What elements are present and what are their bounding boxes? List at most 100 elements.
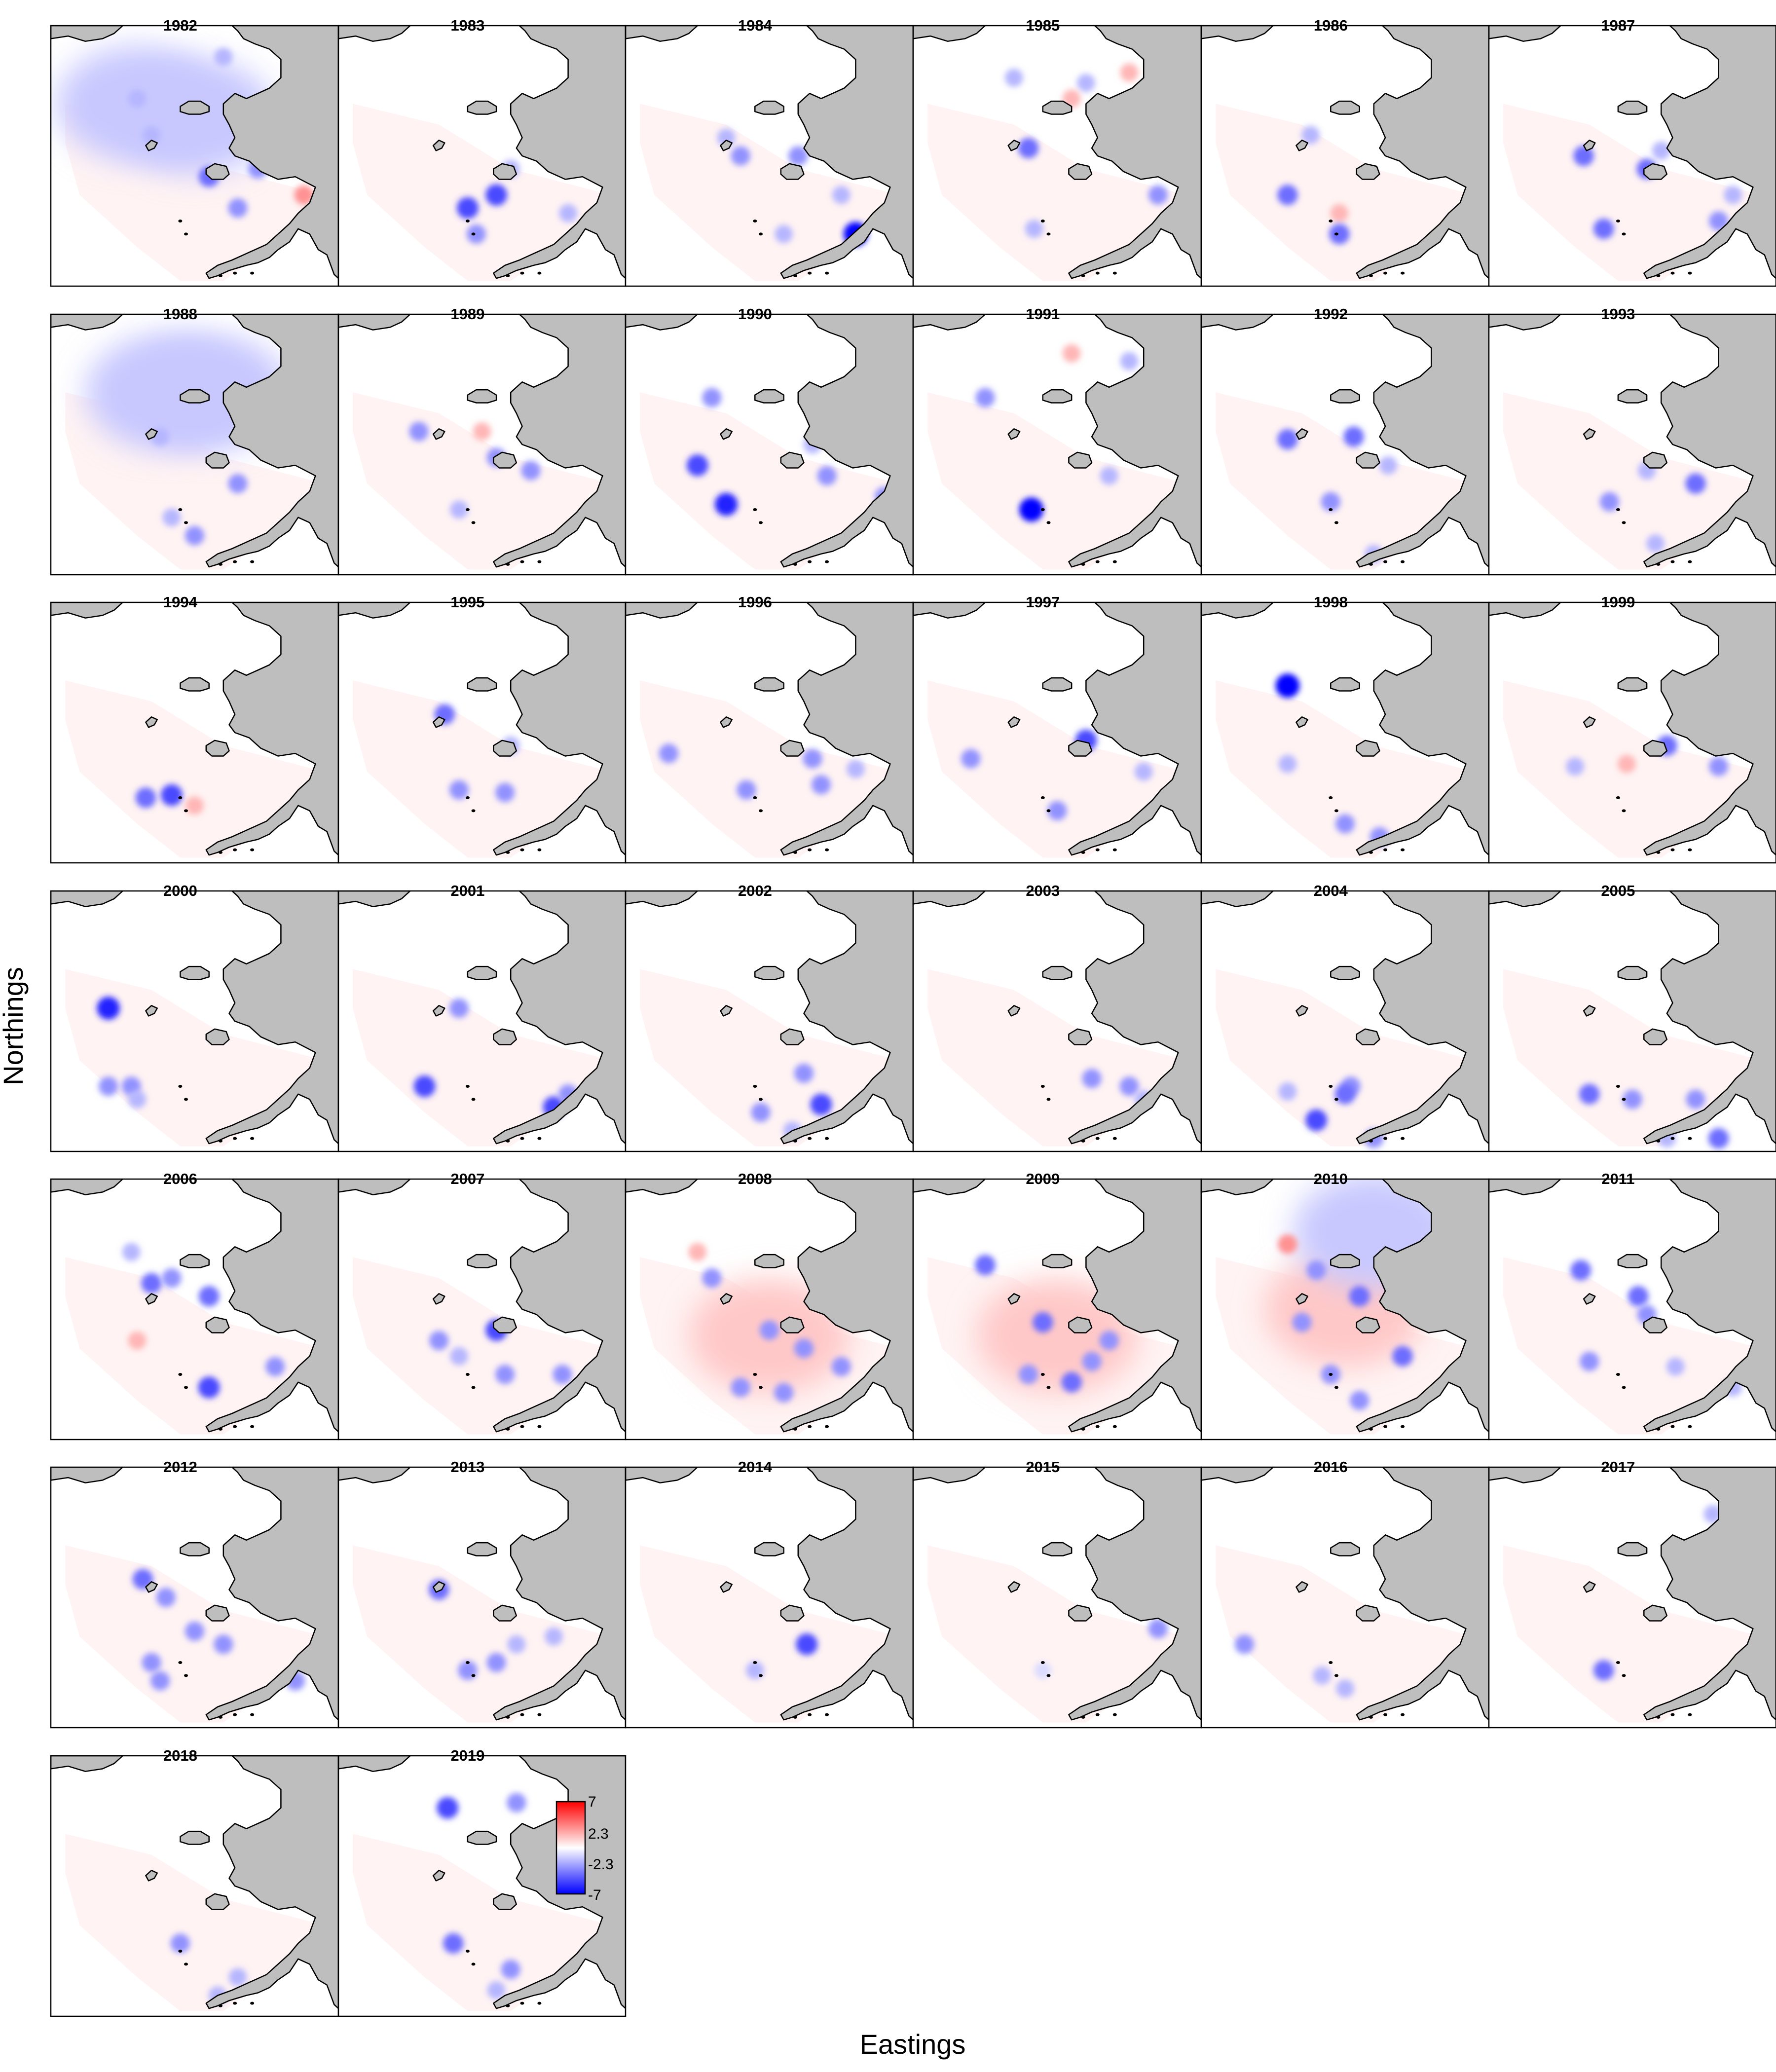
panel-map <box>51 1179 338 1435</box>
shelf-field <box>1503 1545 1762 1723</box>
small-island <box>1670 1137 1675 1140</box>
anomaly-spot <box>473 422 491 441</box>
st-lawrence-island <box>1330 677 1360 692</box>
small-island <box>1046 1386 1051 1389</box>
st-lawrence-island <box>754 677 784 692</box>
panel-frame <box>1488 1178 1776 1441</box>
alaska-landmass <box>1068 314 1201 568</box>
small-island <box>465 220 470 222</box>
anomaly-spot <box>1100 466 1118 485</box>
anomaly-spot <box>185 526 205 546</box>
panel-year-label: 1986 <box>1314 17 1348 34</box>
st-lawrence-island <box>1617 100 1648 115</box>
anomaly-spot <box>97 997 120 1020</box>
anomaly-spot <box>545 1627 563 1646</box>
small-island <box>1616 220 1620 222</box>
nunivak-island <box>205 1028 230 1045</box>
small-island <box>793 1715 797 1719</box>
siberia-landmass <box>338 314 411 331</box>
nunivak-island <box>205 740 230 757</box>
nunivak-island <box>493 451 518 469</box>
shelf-field <box>1503 1257 1762 1435</box>
year-panel: 2017 <box>1488 1458 1776 1729</box>
panel-map <box>1201 891 1489 1148</box>
small-island <box>1369 562 1373 566</box>
year-panel: 2012 <box>50 1458 339 1729</box>
anomaly-spot <box>487 1981 506 1999</box>
panel-map <box>1489 602 1776 858</box>
anomaly-spot <box>714 493 738 516</box>
anomaly-spot <box>495 1365 515 1384</box>
small-island <box>1095 848 1100 851</box>
year-panel: 2018 <box>50 1747 339 2017</box>
small-island <box>250 848 255 851</box>
small-island <box>1112 1713 1117 1716</box>
anomaly-spot <box>1580 1352 1599 1371</box>
small-island <box>1401 560 1405 563</box>
small-island <box>808 1137 812 1140</box>
legend-tick-max: 7 <box>588 1794 596 1810</box>
year-panel: 2007 <box>337 1170 627 1441</box>
small-island <box>1401 1425 1405 1428</box>
nunivak-island <box>1643 451 1668 469</box>
panel-year-label: 1999 <box>1601 593 1635 611</box>
nunivak-island <box>1356 1604 1380 1622</box>
year-panel: 1984 <box>625 17 914 287</box>
small-island <box>759 1674 763 1677</box>
small-island <box>184 1962 188 1966</box>
panel-year-label: 2012 <box>163 1458 197 1476</box>
st-matthew-island <box>432 1293 445 1305</box>
panel-year-label: 2007 <box>450 1170 484 1187</box>
small-island <box>1670 1425 1675 1428</box>
small-island <box>250 1425 255 1428</box>
small-island <box>1046 1098 1051 1101</box>
small-island <box>1334 232 1339 236</box>
anomaly-spot <box>142 1653 161 1672</box>
panel-frame <box>1488 313 1776 576</box>
small-island <box>1656 274 1661 277</box>
year-panel: 1997 <box>912 593 1202 864</box>
anomaly-spot <box>185 1622 205 1641</box>
panel-map <box>51 891 338 1147</box>
small-island <box>471 809 476 813</box>
anomaly-spot <box>160 784 183 806</box>
st-matthew-island <box>1295 1293 1308 1305</box>
anomaly-spot <box>466 224 486 244</box>
anomaly-spot <box>810 1093 832 1115</box>
st-matthew-island <box>145 1293 158 1305</box>
anomaly-spot <box>1334 1084 1356 1105</box>
anomaly-spot <box>1305 1109 1328 1131</box>
alaska-landmass <box>205 1179 338 1433</box>
small-island <box>1329 796 1333 799</box>
shelf-field <box>640 680 899 858</box>
small-island <box>1622 521 1626 524</box>
small-island <box>1095 1713 1100 1716</box>
st-matthew-island <box>432 1005 445 1017</box>
small-island <box>1334 521 1339 524</box>
anomaly-spot <box>1025 220 1043 238</box>
small-island <box>808 560 812 563</box>
anomaly-spot <box>135 787 156 808</box>
st-matthew-island <box>1295 716 1308 728</box>
anomaly-spot <box>553 1365 572 1384</box>
st-matthew-island <box>432 1581 445 1593</box>
small-island <box>506 1139 510 1143</box>
anomaly-spot <box>198 1376 220 1399</box>
year-panel: 1989 <box>337 305 627 576</box>
small-island <box>793 274 797 277</box>
anomaly-spot <box>1004 69 1023 87</box>
panel-year-label: 2001 <box>450 882 484 899</box>
st-matthew-island <box>145 716 158 728</box>
siberia-landmass <box>913 1179 986 1195</box>
small-island <box>233 271 237 275</box>
small-island <box>506 562 510 566</box>
anomaly-spot <box>1082 1069 1102 1088</box>
siberia-landmass <box>913 26 986 42</box>
panel-map <box>1489 314 1776 570</box>
alaska-landmass <box>205 602 338 856</box>
nunivak-island <box>780 163 805 180</box>
small-island <box>1046 521 1051 524</box>
anomaly-spot <box>162 508 181 527</box>
st-lawrence-island <box>754 100 784 115</box>
small-island <box>753 1085 757 1088</box>
